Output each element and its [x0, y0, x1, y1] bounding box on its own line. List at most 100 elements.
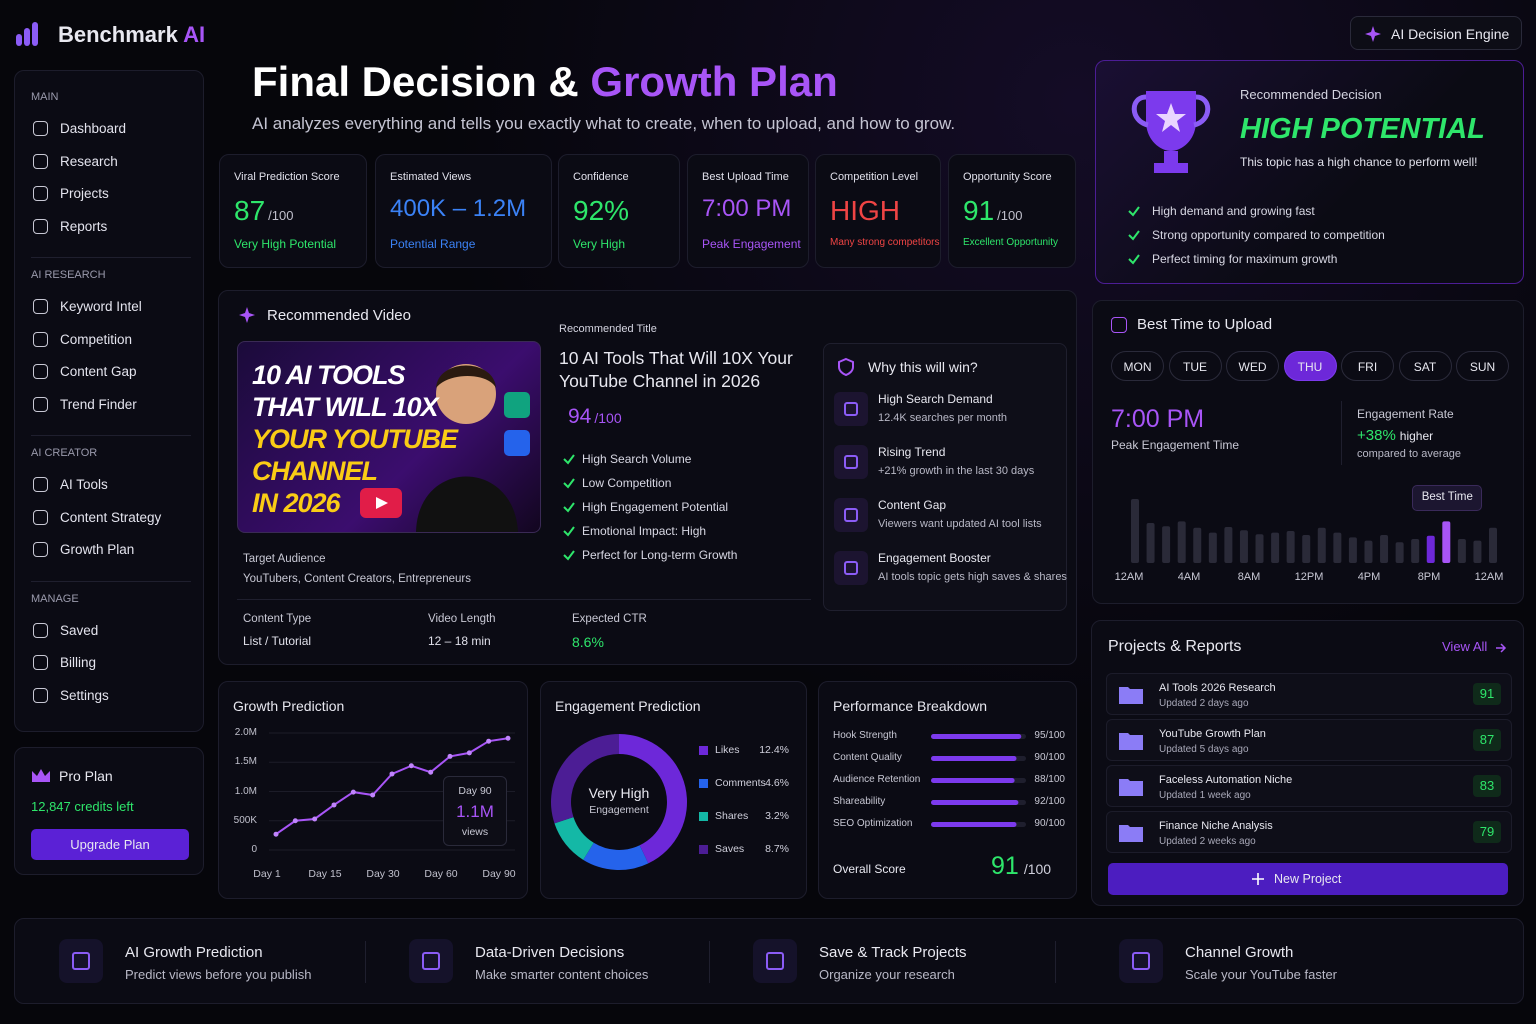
nav-item[interactable]: Settings: [29, 684, 189, 708]
check-icon: [563, 502, 575, 513]
nav-item[interactable]: Trend Finder: [29, 393, 189, 417]
metric-name: Audience Retention: [833, 774, 921, 785]
decision-description: This topic has a high chance to perform …: [1240, 155, 1478, 169]
y-tick-label: 1.5M: [234, 756, 257, 768]
day-pill[interactable]: SAT: [1398, 351, 1452, 381]
nav-item[interactable]: Dashboard: [29, 117, 189, 141]
day-pill[interactable]: FRI: [1341, 351, 1394, 381]
day-pill[interactable]: MON: [1111, 351, 1164, 381]
point: [370, 792, 376, 798]
upgrade-button[interactable]: Upgrade Plan: [31, 829, 189, 860]
project-row[interactable]: YouTube Growth Plan Updated 5 days ago 87: [1106, 719, 1512, 761]
plan-card: Pro Plan 12,847 credits left Upgrade Plan: [14, 747, 204, 875]
trophy-star: [1156, 103, 1186, 132]
video-title: 10 AI Tools That Will 10X Your YouTube C…: [559, 348, 793, 391]
stat-label: Viral Prediction Score: [234, 171, 340, 183]
audience-label: Target Audience: [243, 553, 326, 565]
day-pill[interactable]: SUN: [1456, 351, 1509, 381]
project-row[interactable]: Finance Niche Analysis Updated 2 weeks ag…: [1106, 811, 1512, 853]
bar: [1333, 532, 1342, 563]
stat-card: Competition Level HIGH Many strong competi…: [815, 154, 941, 268]
stat-card: Viral Prediction Score 87/100 Very High Po…: [219, 154, 367, 268]
folder-icon: [1119, 687, 1143, 704]
engine-button[interactable]: AI Decision Engine: [1350, 16, 1522, 50]
nav-item[interactable]: Growth Plan: [29, 538, 189, 562]
y-tick-label: 500K: [233, 814, 257, 826]
legend-swatch: [699, 845, 708, 854]
section-title: MAIN: [31, 91, 59, 103]
metric-name: Shareability: [833, 796, 886, 807]
nav-item[interactable]: Content Gap: [29, 360, 189, 384]
feature-glyph: [1132, 952, 1150, 970]
thumbnail-line: YOUR YOUTUBE: [252, 424, 458, 454]
legend-swatch: [699, 812, 708, 821]
nav-item[interactable]: Competition: [29, 328, 189, 352]
nav-label: Content Strategy: [60, 509, 162, 525]
bar: [1286, 531, 1295, 563]
engine-label: AI Decision Engine: [1391, 26, 1510, 42]
metric-value: 88/100: [1034, 774, 1065, 785]
logo-accent: AI: [183, 22, 206, 47]
bar: [1395, 542, 1404, 563]
thumbnail-line: 10 AI TOOLS: [252, 360, 406, 390]
detail-value: 8.6%: [572, 634, 604, 650]
nav-item[interactable]: AI Tools: [29, 473, 189, 497]
bar: [1473, 540, 1482, 563]
bar: [1255, 534, 1264, 563]
detail-value: 12 – 18 min: [428, 634, 491, 648]
project-score: 83: [1473, 775, 1501, 797]
nav-item[interactable]: Reports: [29, 215, 189, 239]
reason-icon: [834, 445, 868, 479]
project-row[interactable]: AI Tools 2026 Research Updated 2 days ago…: [1106, 673, 1512, 715]
graphic: [563, 526, 575, 537]
project-updated: Updated 1 week ago: [1159, 790, 1251, 801]
growth-card: Growth Prediction 0 500K 1.0M 1.5M 2.0M Day 1 D…: [218, 681, 528, 899]
bar: [1457, 539, 1466, 563]
callout: Day 90 1.1M views: [443, 776, 507, 846]
point: [408, 763, 414, 769]
day-pill[interactable]: THU: [1283, 351, 1337, 381]
stat-note: Very High: [573, 237, 626, 251]
graphic: [1119, 733, 1143, 750]
nav-item[interactable]: Billing: [29, 651, 189, 675]
check-icon: [563, 550, 575, 561]
person-head: [436, 364, 496, 424]
bar: [1411, 539, 1420, 563]
nav-item[interactable]: Keyword Intel: [29, 295, 189, 319]
stat-note: Potential Range: [390, 237, 476, 251]
bar: [1146, 523, 1155, 563]
logo-text: Benchmark: [58, 22, 178, 47]
section-title: AI RESEARCH: [31, 269, 106, 281]
nav-item[interactable]: Content Strategy: [29, 506, 189, 530]
logo: Benchmark AI: [58, 22, 205, 48]
icon: [33, 121, 48, 136]
icon: [33, 299, 48, 314]
recommended-video-card: Recommended Video 10 AI TOOLS THAT WILL 10…: [218, 290, 1077, 665]
graphic: [931, 734, 1026, 827]
day-label: FRI: [1357, 360, 1378, 374]
nav-label: Projects: [60, 186, 109, 201]
x-tick-label: 8AM: [1237, 571, 1261, 583]
badge: [504, 392, 530, 418]
view-all[interactable]: View All: [1442, 639, 1488, 654]
nav-label: Growth Plan: [60, 542, 135, 557]
graphic: [1119, 687, 1143, 704]
title-main: Final Decision &: [252, 58, 591, 105]
day-pill[interactable]: WED: [1226, 351, 1279, 381]
nav-item[interactable]: Saved: [29, 619, 189, 643]
nav-item[interactable]: Projects: [29, 182, 189, 206]
check-icon: [1128, 206, 1140, 217]
day-pill[interactable]: TUE: [1168, 351, 1222, 381]
projects-card: Projects & Reports View All AI Tools 2026 …: [1091, 620, 1524, 906]
project-row[interactable]: Faceless Automation Niche Updated 1 week …: [1106, 765, 1512, 807]
decision-point: Strong opportunity compared to competiti…: [1152, 228, 1385, 242]
divider: [237, 599, 811, 600]
check-item: High Search Volume: [582, 452, 692, 466]
nav-item[interactable]: Research: [29, 150, 189, 174]
point: [389, 771, 395, 777]
bar: [1208, 532, 1217, 563]
nav-label: Reports: [60, 218, 108, 234]
person-hair: [436, 365, 496, 388]
rate-label: Engagement Rate: [1357, 407, 1454, 421]
new-project-button[interactable]: New Project: [1108, 863, 1508, 895]
